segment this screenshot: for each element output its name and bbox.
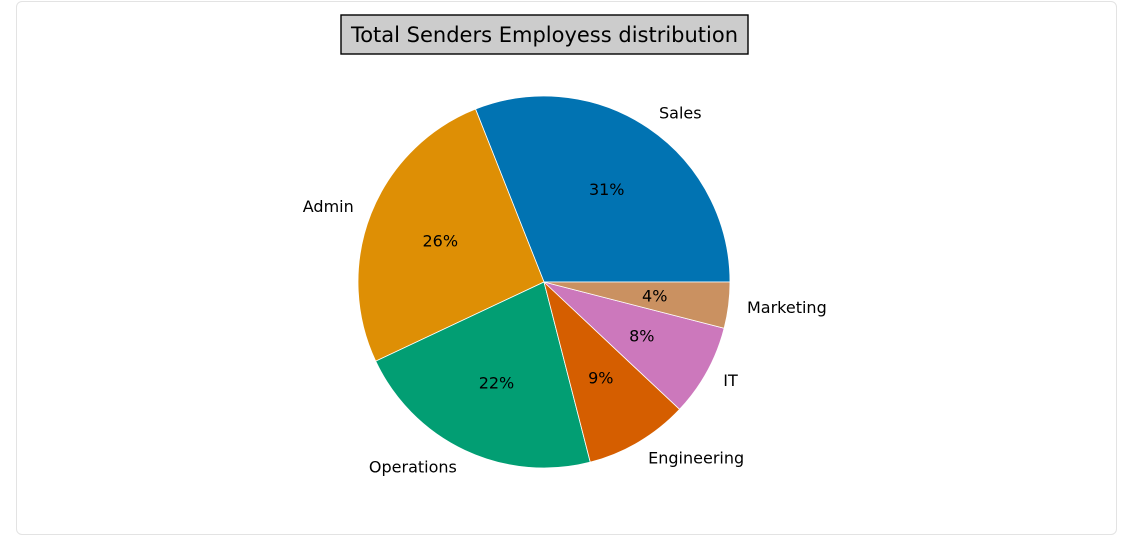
pie-slice-admin <box>357 108 545 362</box>
pie-slice-engineering <box>543 280 681 463</box>
pie-pct-label-it: 8% <box>629 326 654 345</box>
pie-slice-sales <box>475 95 731 283</box>
pie-slices <box>357 95 731 469</box>
pie-category-label-operations: Operations <box>369 458 457 477</box>
chart-title-box <box>340 14 749 55</box>
pie-pct-label-admin: 26% <box>422 231 458 250</box>
pie-category-label-marketing: Marketing <box>747 298 827 317</box>
pie-pct-label-engineering: 9% <box>588 369 613 388</box>
pie-pct-label-operations: 22% <box>479 373 515 392</box>
pie-category-label-sales: Sales <box>659 103 702 122</box>
pie-category-label-admin: Admin <box>303 197 354 216</box>
chart-title-text: Total Senders Employess distribution <box>350 23 738 47</box>
pie-slice-marketing <box>543 281 731 329</box>
pie-category-label-it: IT <box>723 371 738 390</box>
pie-slice-operations <box>375 281 591 469</box>
pie-labels: 31% Sales 26% Admin 22% Operations 9% Engineeri… <box>303 103 827 476</box>
chart-title: Total Senders Employess distribution <box>340 14 749 55</box>
pie-pct-label-sales: 31% <box>589 180 625 199</box>
pie-category-label-engineering: Engineering <box>648 449 744 468</box>
pie-slice-it <box>543 281 725 410</box>
pie-pct-label-marketing: 4% <box>642 286 667 305</box>
